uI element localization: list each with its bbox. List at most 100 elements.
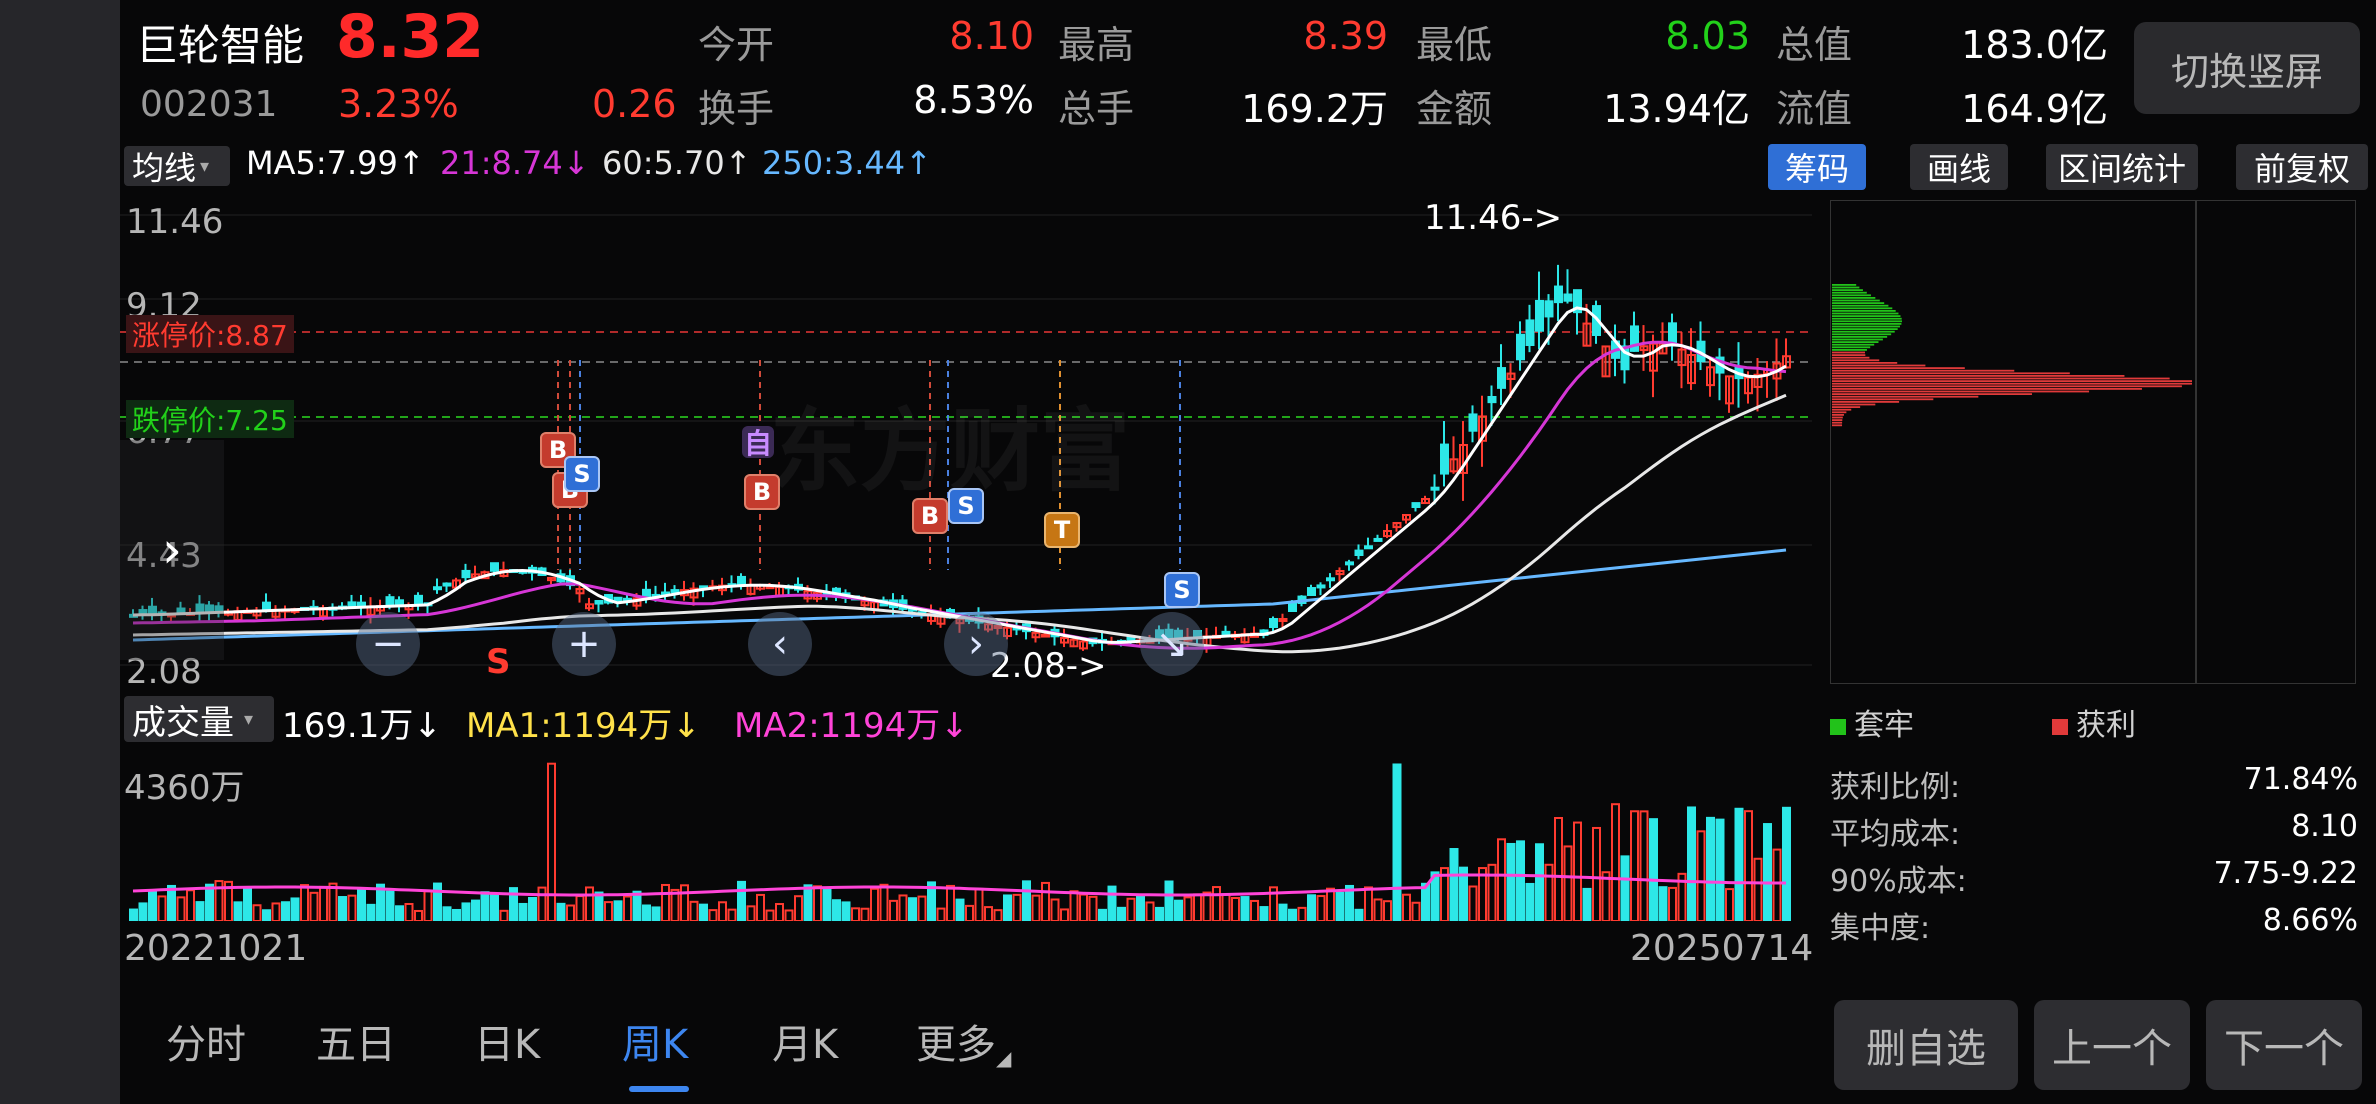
volume-bar bbox=[1373, 898, 1383, 921]
volume-bar bbox=[395, 905, 404, 921]
candle-body bbox=[1411, 502, 1421, 509]
chip-bar bbox=[1832, 408, 1852, 411]
chip-bar bbox=[1832, 315, 1901, 317]
volume-bar bbox=[347, 894, 357, 921]
self-select-marker[interactable]: 自 bbox=[742, 426, 774, 460]
candle-body bbox=[1060, 637, 1069, 644]
chip-bar bbox=[1832, 351, 1866, 354]
volume-bar bbox=[243, 887, 252, 921]
volume-bar bbox=[528, 896, 537, 921]
volume-bar bbox=[1725, 888, 1734, 921]
zoom-out-button[interactable]: − bbox=[356, 612, 420, 676]
chevron-right-icon: › bbox=[162, 521, 182, 579]
candle-body bbox=[1478, 415, 1487, 442]
chip-bar bbox=[1832, 325, 1900, 328]
tab-monthly-k[interactable]: 月K bbox=[772, 1022, 839, 1068]
candle-body bbox=[1687, 353, 1696, 385]
chip-bar bbox=[1832, 421, 1843, 424]
candle-body bbox=[547, 576, 556, 582]
chip-bar bbox=[1832, 403, 1876, 406]
volume-bar bbox=[1098, 908, 1107, 921]
volume-bar bbox=[186, 889, 195, 921]
volume-bar bbox=[822, 887, 832, 921]
volume-bar bbox=[1155, 906, 1164, 921]
chip-bar bbox=[1832, 346, 1871, 349]
candle-body bbox=[1563, 293, 1573, 302]
next-stock-button[interactable]: 下一个 bbox=[2206, 1000, 2362, 1090]
chip-bar bbox=[1832, 356, 1870, 359]
limit-down-label: 跌停价:7.25 bbox=[126, 400, 294, 438]
range-stats-button[interactable]: 区间统计 bbox=[2046, 144, 2198, 190]
volume-label: 总手 bbox=[1058, 87, 1135, 131]
stock-price: 8.32 bbox=[336, 2, 485, 72]
scroll-right-button[interactable]: › bbox=[944, 612, 1008, 676]
total-mv-value: 183.0亿 bbox=[1961, 23, 2108, 67]
legend-loss-label: 套牢 bbox=[1854, 708, 1914, 743]
minus-icon: − bbox=[371, 621, 405, 667]
zoom-in-button[interactable]: + bbox=[552, 612, 616, 676]
tab-intraday[interactable]: 分时 bbox=[166, 1022, 246, 1068]
candle-body bbox=[1706, 366, 1715, 387]
tab-more[interactable]: 更多◢ bbox=[916, 1012, 1011, 1070]
reset-view-button[interactable]: ↘ bbox=[1140, 612, 1204, 676]
draw-line-button[interactable]: 画线 bbox=[1910, 144, 2008, 190]
volume-bar bbox=[556, 902, 566, 921]
concentration-value: 8.66% bbox=[2262, 903, 2358, 938]
remove-watchlist-button[interactable]: 删自选 bbox=[1834, 1000, 2018, 1090]
volume-indicator-select[interactable]: 成交量 ▾ bbox=[124, 696, 274, 743]
chip-bar bbox=[1832, 367, 1965, 369]
candle-body bbox=[1421, 498, 1430, 505]
adjust-button[interactable]: 前复权 bbox=[2236, 144, 2368, 190]
candle-body bbox=[1601, 345, 1611, 378]
volume-bar bbox=[1069, 890, 1079, 921]
ma-select[interactable]: 均线 ▾ bbox=[124, 146, 230, 187]
volume-bar bbox=[1012, 893, 1022, 921]
volume-bar bbox=[499, 909, 509, 921]
volume-bar bbox=[1649, 818, 1658, 921]
stock-name: 巨轮智能 bbox=[136, 21, 305, 70]
candle-body bbox=[490, 562, 499, 572]
chip-bar bbox=[1832, 330, 1895, 333]
volume-bar bbox=[224, 880, 233, 921]
candle-body bbox=[955, 618, 965, 625]
sell-marker[interactable]: S bbox=[564, 456, 600, 492]
volume-bar bbox=[1753, 857, 1763, 921]
buy-marker[interactable]: B bbox=[912, 498, 948, 534]
tab-daily-k[interactable]: 日K bbox=[474, 1022, 541, 1068]
volume-bar bbox=[1354, 908, 1364, 921]
candle-body bbox=[262, 601, 271, 612]
chips-button[interactable]: 筹码 bbox=[1768, 144, 1866, 190]
candle-body bbox=[1725, 375, 1734, 405]
volume-bar bbox=[1630, 810, 1639, 921]
candle-body bbox=[642, 588, 651, 598]
sell-marker[interactable]: S bbox=[948, 488, 984, 524]
plus-icon: + bbox=[567, 621, 601, 667]
chip-bar bbox=[1832, 364, 1926, 367]
volume-bar bbox=[338, 896, 347, 921]
chip-bar bbox=[1832, 284, 1857, 286]
previous-stock-button[interactable]: 上一个 bbox=[2034, 1000, 2190, 1090]
candle-body bbox=[1525, 319, 1535, 347]
chip-bar bbox=[1832, 354, 1866, 356]
candle-body bbox=[1497, 367, 1506, 389]
candle-body bbox=[613, 596, 623, 603]
total-mv-label: 总值 bbox=[1776, 23, 1853, 67]
kline-chart[interactable] bbox=[120, 195, 1812, 690]
volume-bar bbox=[471, 899, 480, 921]
scroll-left-button[interactable]: ‹ bbox=[748, 612, 812, 676]
tab-weekly-k[interactable]: 周K bbox=[622, 1022, 689, 1068]
tab-five-day[interactable]: 五日 bbox=[316, 1022, 396, 1068]
volume-bar bbox=[537, 886, 547, 921]
buy-marker[interactable]: B bbox=[540, 432, 576, 468]
t-marker[interactable]: T bbox=[1044, 512, 1080, 548]
volume-bar bbox=[1164, 880, 1174, 921]
expand-left-button[interactable]: › bbox=[120, 440, 224, 660]
sell-marker[interactable]: S bbox=[1164, 572, 1200, 608]
volume-bar bbox=[1497, 838, 1506, 921]
chip-bar bbox=[1832, 328, 1898, 330]
candle-body bbox=[1544, 300, 1554, 318]
volume-bar bbox=[452, 908, 461, 921]
buy-marker[interactable]: B bbox=[744, 474, 780, 510]
switch-portrait-button[interactable]: 切换竖屏 bbox=[2134, 22, 2360, 114]
open-value: 8.10 bbox=[949, 14, 1034, 58]
